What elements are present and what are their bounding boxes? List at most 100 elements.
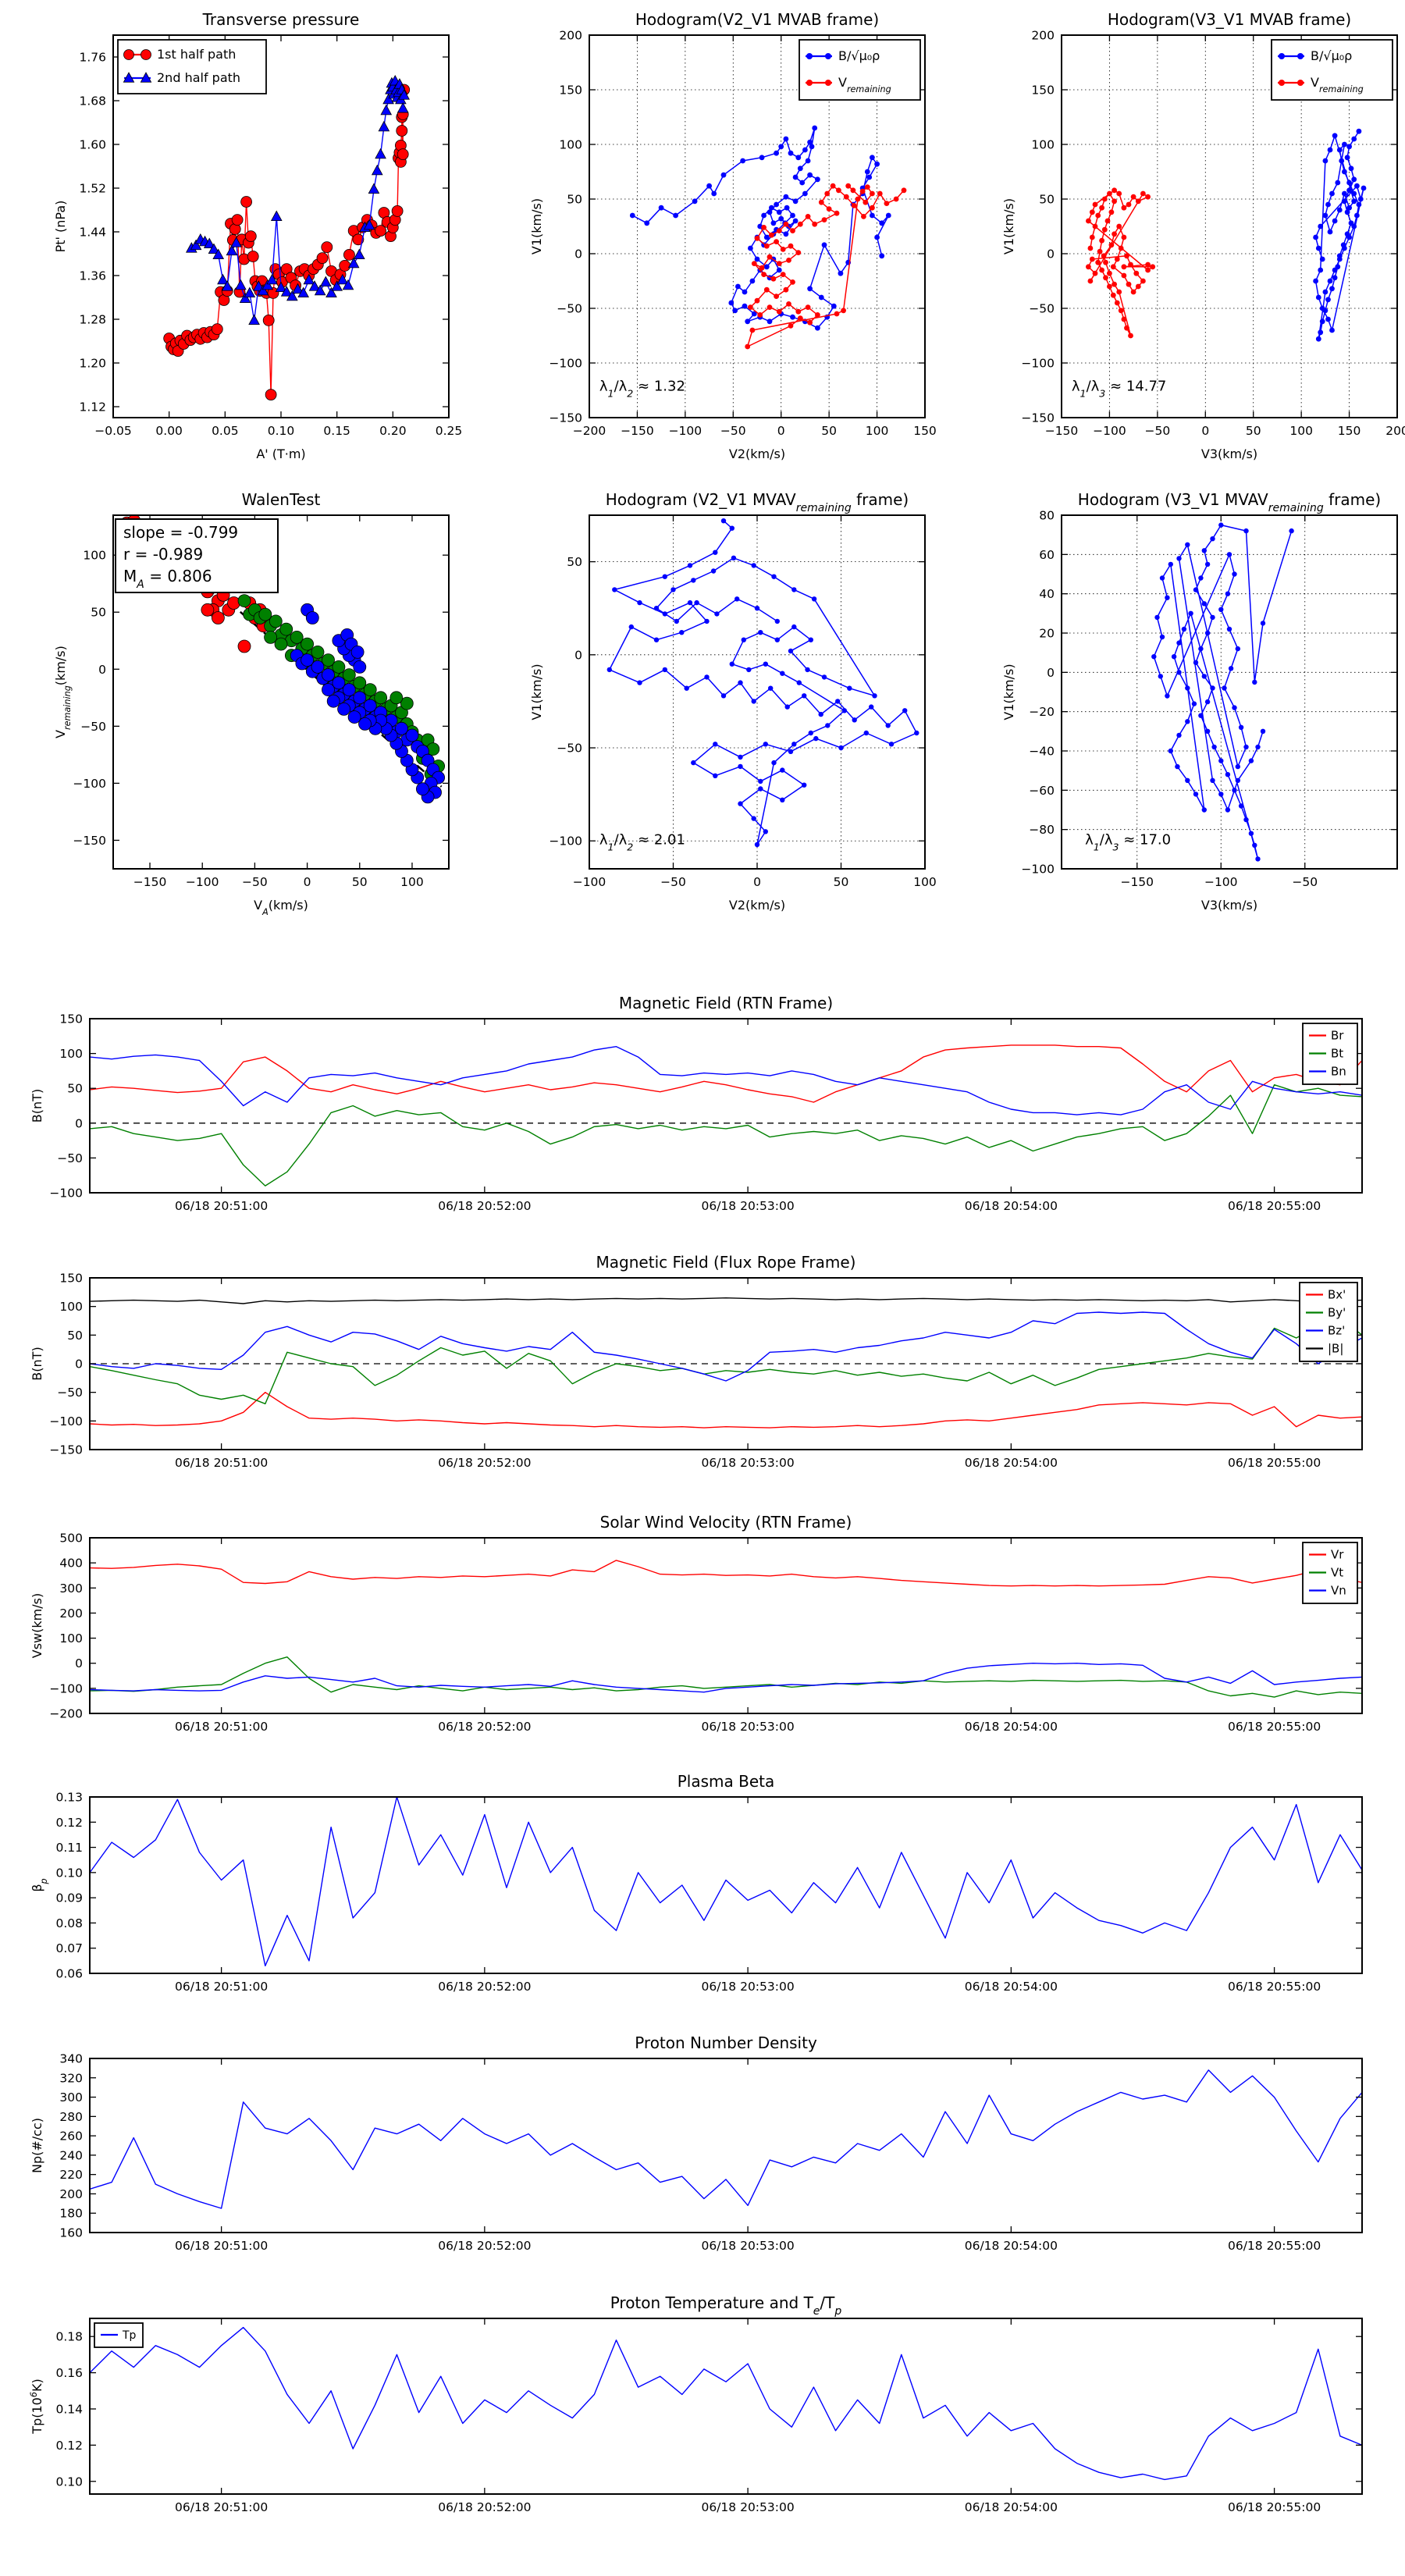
x-tick-label: −50 (242, 875, 268, 889)
series-last-third (290, 603, 445, 804)
x-tick-label: 06/18 20:51:00 (175, 1720, 268, 1734)
triangle-marker (354, 248, 365, 260)
series-b-sqrt-mu0-rho- (1313, 128, 1367, 342)
x-tick-label: −50 (1292, 875, 1318, 889)
x-tick-label: −150 (621, 424, 654, 438)
y-tick-label: −20 (1029, 705, 1055, 719)
x-tick-label: 0.25 (436, 424, 463, 438)
y-tick-label: 0.18 (55, 2330, 83, 2344)
y-tick-label: 0.11 (55, 1841, 83, 1855)
chart-hodogram-v3v1-mvab: −150 −100 −50 0 50 100 150 200 −150 −100 −50 0 50 100… (972, 8, 1405, 476)
x-tick-label: 0 (777, 424, 785, 438)
x-tick-label: 0.15 (323, 424, 350, 438)
x-tick-label: 06/18 20:52:00 (438, 2239, 531, 2253)
y-tick-label: 50 (91, 606, 106, 620)
triangle-marker (397, 101, 409, 113)
annotation: λ1/λ3 ≈ 14.77 (1072, 379, 1166, 400)
triangle-marker (257, 284, 269, 296)
y-tick-label: −50 (57, 1151, 83, 1165)
y-tick-label: 220 (59, 2168, 83, 2182)
x-tick-label: 06/18 20:55:00 (1228, 1456, 1321, 1470)
series-np (90, 2069, 1362, 2209)
annotation: λ1/λ3 ≈ 17.0 (1085, 831, 1171, 852)
legend-label: By' (1328, 1306, 1346, 1320)
panel-background (972, 488, 1405, 921)
x-tick-label: 50 (352, 875, 368, 889)
stats-line: slope = -0.799 (123, 523, 238, 542)
y-tick-label: 100 (83, 549, 106, 563)
triangle-marker (217, 273, 229, 285)
chart-title: Solar Wind Velocity (RTN Frame) (600, 1513, 852, 1532)
y-tick-label: 280 (59, 2110, 83, 2124)
y-tick-label: 1.36 (79, 269, 106, 283)
triangle-marker (266, 273, 278, 285)
panel-background (0, 2275, 1405, 2545)
y-tick-label: 160 (59, 2226, 83, 2240)
y-tick-label: 0 (75, 1656, 83, 1670)
x-tick-label: −100 (1204, 875, 1238, 889)
y-tick-label: 80 (1039, 509, 1055, 523)
triangle-marker (230, 237, 242, 247)
series-vr (90, 1560, 1362, 1587)
y-tick-label: 0.14 (55, 2402, 83, 2416)
triangle-marker (140, 72, 152, 83)
y-tick-label: 0.09 (55, 1891, 83, 1905)
x-tick-label: 06/18 20:51:00 (175, 1980, 268, 1994)
y-tick-label: −50 (80, 720, 106, 734)
stats-line: r = -0.989 (123, 545, 203, 564)
x-tick-label: 06/18 20:54:00 (965, 2239, 1058, 2253)
triangle-marker (336, 273, 349, 285)
x-tick-label: 06/18 20:54:00 (965, 1199, 1058, 1213)
triangle-marker (253, 280, 265, 291)
chart-title: Hodogram (V3_V1 MVAVremaining frame) (1078, 490, 1381, 514)
series-beta-p (90, 1797, 1362, 1966)
x-tick-label: −150 (133, 875, 167, 889)
x-tick-label: −50 (720, 424, 746, 438)
x-tick-label: −200 (573, 424, 606, 438)
axes-frame (89, 1018, 1363, 1194)
y-tick-label: 100 (59, 1300, 83, 1314)
panel-background (0, 1237, 1405, 1487)
series-bn (90, 1045, 1362, 1115)
y-tick-label: 340 (59, 2052, 83, 2066)
y-tick-label: −150 (549, 411, 582, 425)
series-by- (90, 1317, 1362, 1405)
y-tick-label: −50 (557, 742, 582, 756)
axes-frame (589, 34, 926, 418)
x-axis-label: V3(km/s) (1201, 898, 1257, 913)
axes-frame (89, 2318, 1363, 2495)
x-tick-label: 100 (913, 875, 937, 889)
x-tick-label: 06/18 20:55:00 (1228, 1720, 1321, 1734)
triangle-marker (248, 314, 260, 326)
y-tick-label: 0 (98, 663, 106, 677)
series-br (90, 1044, 1362, 1103)
x-tick-label: 150 (913, 424, 937, 438)
legend-label: Tp (122, 2329, 137, 2342)
x-tick-label: −100 (186, 875, 219, 889)
chart-title: Hodogram(V2_V1 MVAB frame) (635, 10, 879, 29)
chart-hodogram-v3v1-mvav: −150 −100 −50 −100 −80 −60 −40 −20 0 20 40 60 80 Hodo… (972, 488, 1405, 921)
y-tick-label: 50 (67, 1082, 83, 1096)
x-tick-label: 06/18 20:53:00 (701, 1456, 794, 1470)
x-tick-label: 06/18 20:55:00 (1228, 1980, 1321, 1994)
x-tick-label: 100 (1289, 424, 1313, 438)
y-axis-label: Pt' (nPa) (53, 201, 68, 253)
series-1st-half-path (163, 84, 411, 401)
x-axis-label: V2(km/s) (729, 898, 785, 913)
triangle-marker (280, 286, 293, 297)
x-axis-label: V2(km/s) (729, 447, 785, 461)
stats-box (115, 518, 279, 593)
axes-frame (89, 2058, 1363, 2233)
x-tick-label: 06/18 20:54:00 (965, 2500, 1058, 2514)
y-tick-label: 200 (559, 29, 582, 43)
y-tick-label: 50 (67, 1329, 83, 1343)
chart-title: Plasma Beta (678, 1772, 775, 1791)
y-tick-label: −150 (1021, 411, 1055, 425)
series-v-remaining (745, 183, 907, 350)
y-tick-label: 0.16 (55, 2366, 83, 2380)
y-axis-label: Vsw(km/s) (30, 1593, 44, 1658)
panel-background (500, 488, 937, 921)
y-tick-label: −100 (549, 834, 582, 849)
triangle-marker (239, 292, 251, 304)
y-tick-label: 0.10 (55, 2475, 83, 2489)
